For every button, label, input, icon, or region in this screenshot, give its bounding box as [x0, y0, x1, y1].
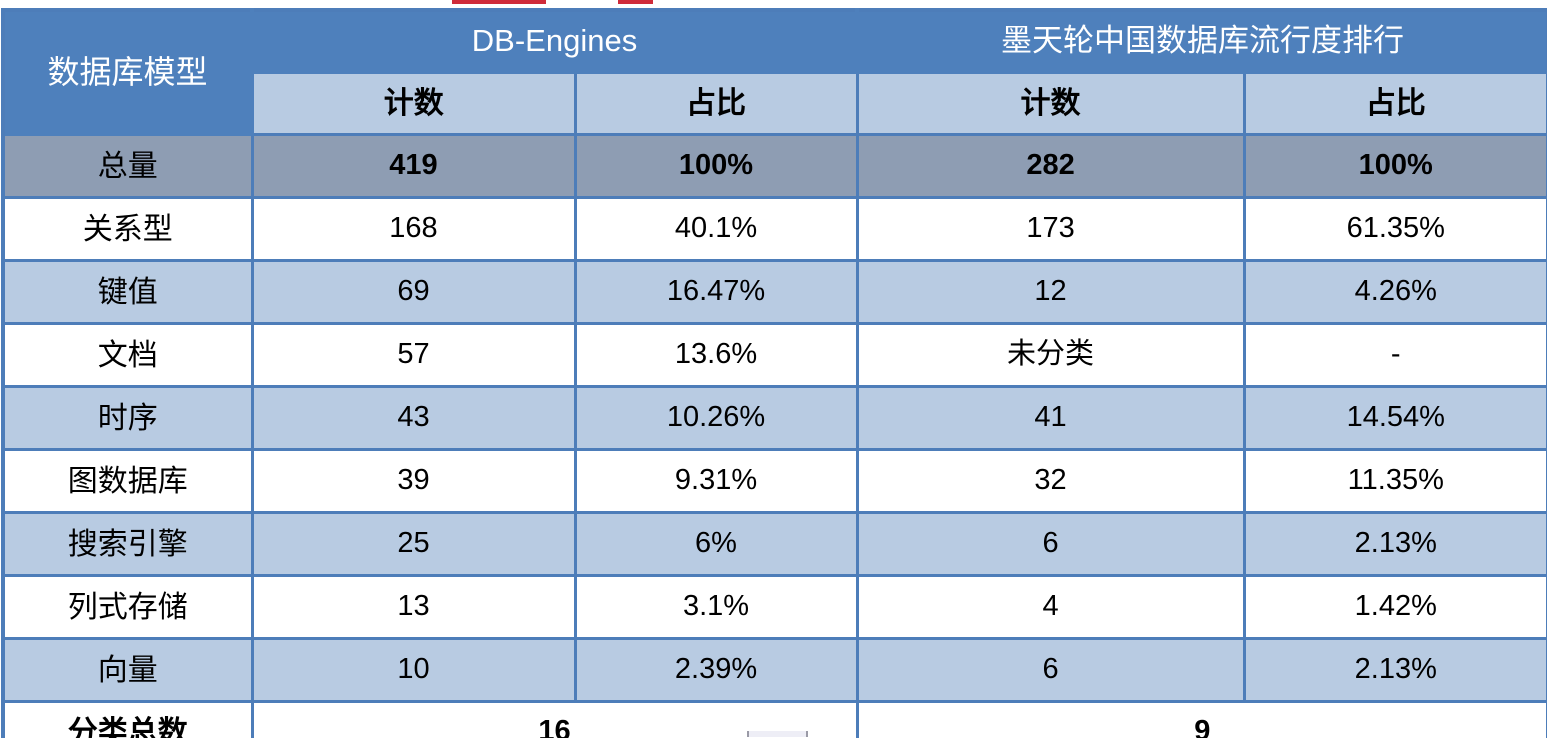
dbe-count-cell: 419: [250, 133, 577, 199]
dbe-count-cell: 39: [250, 448, 577, 514]
column-header-mtl-count: 计数: [855, 70, 1246, 136]
mtl-share-cell: 2.13%: [1242, 511, 1547, 577]
mtl-count-cell: 4: [855, 574, 1246, 640]
dbe-share-cell: 6%: [573, 511, 859, 577]
bottom-edge-scrollbar-artifact: [747, 731, 808, 737]
mtl-count-cell: 282: [855, 133, 1246, 199]
group-header-modb-ranking: 墨天轮中国数据库流行度排行: [855, 8, 1547, 74]
mtl-share-cell: 14.54%: [1242, 385, 1547, 451]
corner-header-database-model: 数据库模型: [1, 8, 254, 136]
mtl-count-cell: 32: [855, 448, 1246, 514]
row-label-cell: 文档: [1, 322, 254, 388]
mtl-count-cell: 41: [855, 385, 1246, 451]
mtl-category-total-cell: 9: [855, 700, 1547, 738]
table-row-total: 总量 419 100% 282 100%: [1, 133, 1547, 199]
dbe-count-cell: 43: [250, 385, 577, 451]
mtl-count-cell: 173: [855, 196, 1246, 262]
dbe-share-cell: 40.1%: [573, 196, 859, 262]
mtl-count-cell: 6: [855, 637, 1246, 703]
row-label-cell: 分类总数: [1, 700, 254, 738]
row-label-cell: 列式存储: [1, 574, 254, 640]
mtl-count-cell: 6: [855, 511, 1246, 577]
dbe-count-cell: 168: [250, 196, 577, 262]
top-edge-red-artifact: [618, 0, 653, 4]
row-label-cell: 时序: [1, 385, 254, 451]
top-edge-red-artifact: [452, 0, 546, 4]
table-row-time-series: 时序 43 10.26% 41 14.54%: [1, 385, 1547, 451]
column-header-dbe-share: 占比: [573, 70, 859, 136]
column-header-dbe-count: 计数: [250, 70, 577, 136]
mtl-count-cell: 12: [855, 259, 1246, 325]
dbe-share-cell: 13.6%: [573, 322, 859, 388]
mtl-share-cell: 61.35%: [1242, 196, 1547, 262]
mtl-share-cell: 100%: [1242, 133, 1547, 199]
row-label-cell: 图数据库: [1, 448, 254, 514]
table-row-columnar: 列式存储 13 3.1% 4 1.42%: [1, 574, 1547, 640]
database-model-comparison-table: 数据库模型 DB-Engines 墨天轮中国数据库流行度排行 计数 占比 计数 …: [1, 8, 1547, 738]
table-row-relational: 关系型 168 40.1% 173 61.35%: [1, 196, 1547, 262]
table-row-graph: 图数据库 39 9.31% 32 11.35%: [1, 448, 1547, 514]
mtl-share-cell: 11.35%: [1242, 448, 1547, 514]
header-subcolumn-row: 计数 占比 计数 占比: [3, 70, 1547, 136]
dbe-count-cell: 10: [250, 637, 577, 703]
row-label-cell: 键值: [1, 259, 254, 325]
mtl-share-cell: 1.42%: [1242, 574, 1547, 640]
dbe-share-cell: 2.39%: [573, 637, 859, 703]
table-row-category-totals: 分类总数 16 9: [1, 700, 1547, 738]
table-row-search-engine: 搜索引擎 25 6% 6 2.13%: [1, 511, 1547, 577]
mtl-share-cell: -: [1242, 322, 1547, 388]
row-label-cell: 关系型: [1, 196, 254, 262]
dbe-share-cell: 3.1%: [573, 574, 859, 640]
dbe-share-cell: 16.47%: [573, 259, 859, 325]
mtl-count-cell: 未分类: [855, 322, 1246, 388]
dbe-count-cell: 13: [250, 574, 577, 640]
row-label-cell: 向量: [1, 637, 254, 703]
mtl-share-cell: 2.13%: [1242, 637, 1547, 703]
table-row-document: 文档 57 13.6% 未分类 -: [1, 322, 1547, 388]
header-group-row: 数据库模型 DB-Engines 墨天轮中国数据库流行度排行: [1, 8, 1547, 136]
row-label-cell: 搜索引擎: [1, 511, 254, 577]
dbe-count-cell: 25: [250, 511, 577, 577]
table-row-vector: 向量 10 2.39% 6 2.13%: [1, 637, 1547, 703]
table-row-key-value: 键值 69 16.47% 12 4.26%: [1, 259, 1547, 325]
column-header-mtl-share: 占比: [1242, 70, 1547, 136]
row-label-cell: 总量: [1, 133, 254, 199]
dbe-share-cell: 10.26%: [573, 385, 859, 451]
dbe-count-cell: 69: [250, 259, 577, 325]
dbe-share-cell: 9.31%: [573, 448, 859, 514]
mtl-share-cell: 4.26%: [1242, 259, 1547, 325]
group-header-db-engines: DB-Engines: [250, 8, 860, 74]
dbe-share-cell: 100%: [573, 133, 859, 199]
dbe-count-cell: 57: [250, 322, 577, 388]
